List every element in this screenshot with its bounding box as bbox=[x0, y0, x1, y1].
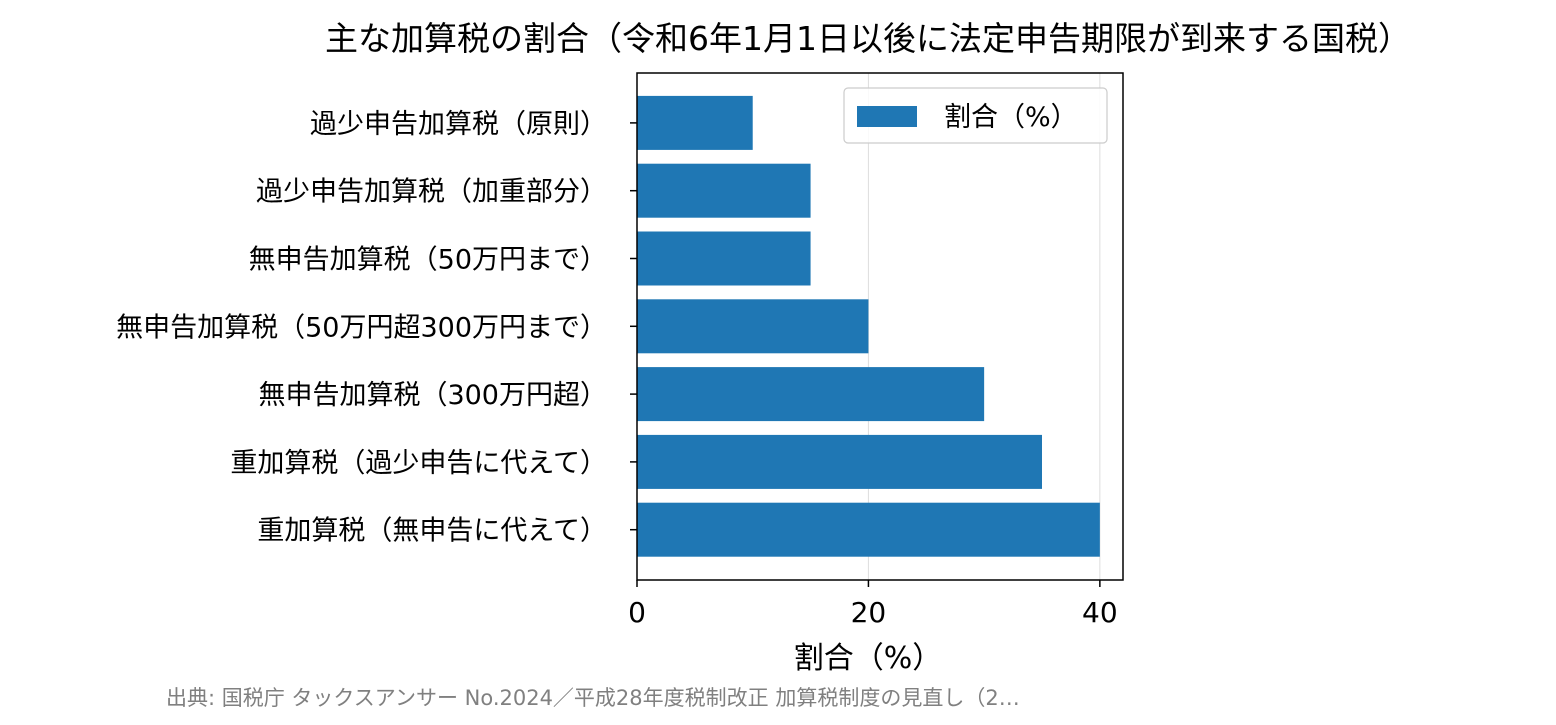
category-label-1: 過少申告加算税（加重部分） bbox=[256, 177, 607, 208]
bar-1 bbox=[637, 163, 811, 218]
legend-label: 割合（%） bbox=[944, 102, 1078, 133]
source-note: 出典: 国税庁 タックスアンサー No.2024／平成28年度税制改正 加算税制… bbox=[166, 686, 1020, 710]
x-tick-label-20: 20 bbox=[851, 596, 887, 629]
x-axis-label: 割合（%） bbox=[794, 641, 943, 676]
bar-3 bbox=[637, 299, 869, 354]
legend-box bbox=[843, 87, 1108, 144]
category-label-2: 無申告加算税（50万円まで） bbox=[249, 245, 607, 276]
category-label-0: 過少申告加算税（原則） bbox=[310, 109, 607, 140]
x-tick-label-40: 40 bbox=[1082, 596, 1118, 629]
bar-2 bbox=[637, 231, 811, 286]
category-label-4: 無申告加算税（300万円超） bbox=[258, 380, 607, 411]
legend: 割合（%） bbox=[843, 87, 1108, 144]
chart-title: 主な加算税の割合（令和6年1月1日以後に法定申告期限が到来する国税） bbox=[325, 19, 1411, 58]
value-axis: 0 20 40 bbox=[628, 580, 1118, 629]
category-axis: 過少申告加算税（原則） 過少申告加算税（加重部分） 無申告加算税（50万円まで） 無申… bbox=[116, 109, 637, 547]
category-label-3: 無申告加算税（50万円超300万円まで） bbox=[116, 312, 607, 343]
bar-6 bbox=[637, 502, 1100, 557]
bar-5 bbox=[637, 434, 1042, 489]
bars bbox=[637, 95, 1100, 557]
category-label-5: 重加算税（過少申告に代えて） bbox=[230, 448, 607, 479]
x-tick-label-0: 0 bbox=[628, 596, 646, 629]
bar-0 bbox=[637, 95, 753, 150]
category-label-6: 重加算税（無申告に代えて） bbox=[257, 516, 607, 547]
bar-4 bbox=[637, 367, 985, 422]
legend-swatch bbox=[857, 106, 917, 127]
